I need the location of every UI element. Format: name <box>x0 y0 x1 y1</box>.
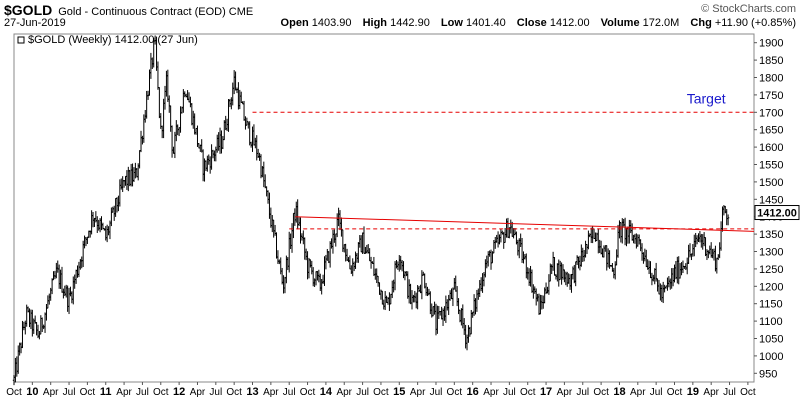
x-tick-label: Oct <box>6 387 22 398</box>
y-tick-label: 1000 <box>759 351 783 363</box>
x-tick-label: Jul <box>430 387 443 398</box>
x-tick-label: Apr <box>703 387 719 398</box>
x-tick-label: Jul <box>503 387 516 398</box>
y-tick-label: 1300 <box>759 247 783 259</box>
x-tick-label: 11 <box>100 386 112 398</box>
x-tick-label: Oct <box>520 387 536 398</box>
y-tick-label: 1350 <box>759 229 783 241</box>
legend-text: $GOLD (Weekly) 1412.00 (27 Jun) <box>28 34 198 46</box>
chart-header: $GOLD Gold - Continuous Contract (EOD) CME… <box>0 0 800 34</box>
x-tick-label: Apr <box>116 387 132 398</box>
x-tick-label: Oct <box>226 387 242 398</box>
x-tick-label: 19 <box>687 386 699 398</box>
x-tick-label: Apr <box>557 387 573 398</box>
x-tick-label: Oct <box>373 387 389 398</box>
x-tick-label: 16 <box>467 386 479 398</box>
x-tick-label: Jul <box>209 387 222 398</box>
legend-swatch <box>17 36 25 44</box>
credit: © StockCharts.com <box>701 3 796 15</box>
y-tick-label: 1650 <box>759 125 783 137</box>
open-label: Open <box>280 17 309 29</box>
symbol: $GOLD <box>4 2 53 18</box>
x-tick-label: 17 <box>540 386 552 398</box>
y-tick-label: 1450 <box>759 194 783 206</box>
x-tick-label: Apr <box>483 387 499 398</box>
x-tick-label: Apr <box>263 387 279 398</box>
x-tick-label: 12 <box>173 386 185 398</box>
current-price-label: 1412.00 <box>757 208 797 220</box>
high-value: 1442.90 <box>390 17 430 29</box>
x-tick-label: Jul <box>576 387 589 398</box>
open-value: 1403.90 <box>311 17 352 29</box>
y-tick-label: 1500 <box>759 177 783 189</box>
x-tick-label: Oct <box>80 387 96 398</box>
y-tick-label: 1850 <box>759 55 783 67</box>
x-tick-label: Oct <box>300 387 316 398</box>
close-value: 1412.00 <box>549 17 590 29</box>
x-tick-label: Oct <box>447 387 463 398</box>
low-label: Low <box>440 17 463 29</box>
x-tick-label: Jul <box>650 387 663 398</box>
x-tick-label: Apr <box>190 387 206 398</box>
x-tick-label: Apr <box>336 387 352 398</box>
y-tick-label: 1100 <box>759 316 783 328</box>
x-tick-label: Jul <box>136 387 149 398</box>
volume-label: Volume <box>600 17 640 29</box>
symbol-line: $GOLD Gold - Continuous Contract (EOD) CME <box>4 2 253 20</box>
x-tick-label: Jul <box>283 387 296 398</box>
low-value: 1401.40 <box>465 17 506 29</box>
close-label: Close <box>516 17 547 29</box>
plot-frame <box>13 33 755 383</box>
chart-legend: $GOLD (Weekly) 1412.00 (27 Jun) <box>17 34 198 46</box>
y-tick-label: 1150 <box>759 299 783 311</box>
x-tick-label: Jul <box>356 387 369 398</box>
x-tick-label: 18 <box>613 386 625 398</box>
trendline-line <box>295 216 755 232</box>
target-label: Target <box>687 90 726 106</box>
quote-date: 27-Jun-2019 <box>4 17 66 29</box>
y-tick-label: 1750 <box>759 90 783 102</box>
x-tick-label: 15 <box>393 386 405 398</box>
instrument-description: Gold - Continuous Contract (EOD) <box>58 6 226 18</box>
x-tick-label: Jul <box>723 387 736 398</box>
y-tick-label: 1250 <box>759 264 783 276</box>
x-tick-label: Apr <box>630 387 646 398</box>
x-tick-label: 10 <box>26 386 38 398</box>
high-label: High <box>362 17 388 29</box>
chg-label: Chg <box>690 17 712 29</box>
x-tick-label: Oct <box>593 387 609 398</box>
y-tick-label: 950 <box>759 368 777 380</box>
volume-value: 172.0M <box>642 17 680 29</box>
x-tick-label: Apr <box>43 387 59 398</box>
y-tick-label: 1900 <box>759 38 783 50</box>
y-tick-label: 1800 <box>759 73 783 85</box>
x-tick-label: Oct <box>667 387 683 398</box>
current-price-box <box>754 205 800 221</box>
x-tick-label: 14 <box>320 386 333 398</box>
y-tick-label: 1550 <box>759 160 783 172</box>
x-tick-label: Oct <box>740 387 756 398</box>
price-bars <box>12 35 730 386</box>
x-tick-label: Oct <box>153 387 169 398</box>
ohlc-summary: Open 1403.90 High 1442.90 Low 1401.40 Cl… <box>281 17 796 29</box>
x-tick-label: Jul <box>63 387 76 398</box>
y-tick-label: 1200 <box>759 281 783 293</box>
y-tick-label: 1700 <box>759 107 783 119</box>
exchange: CME <box>228 6 254 18</box>
y-tick-label: 1050 <box>759 334 783 346</box>
y-tick-label: 1600 <box>759 142 783 154</box>
x-tick-label: Apr <box>410 387 426 398</box>
chg-value: +11.90 (+0.85%) <box>714 17 796 29</box>
x-tick-label: 13 <box>246 386 258 398</box>
